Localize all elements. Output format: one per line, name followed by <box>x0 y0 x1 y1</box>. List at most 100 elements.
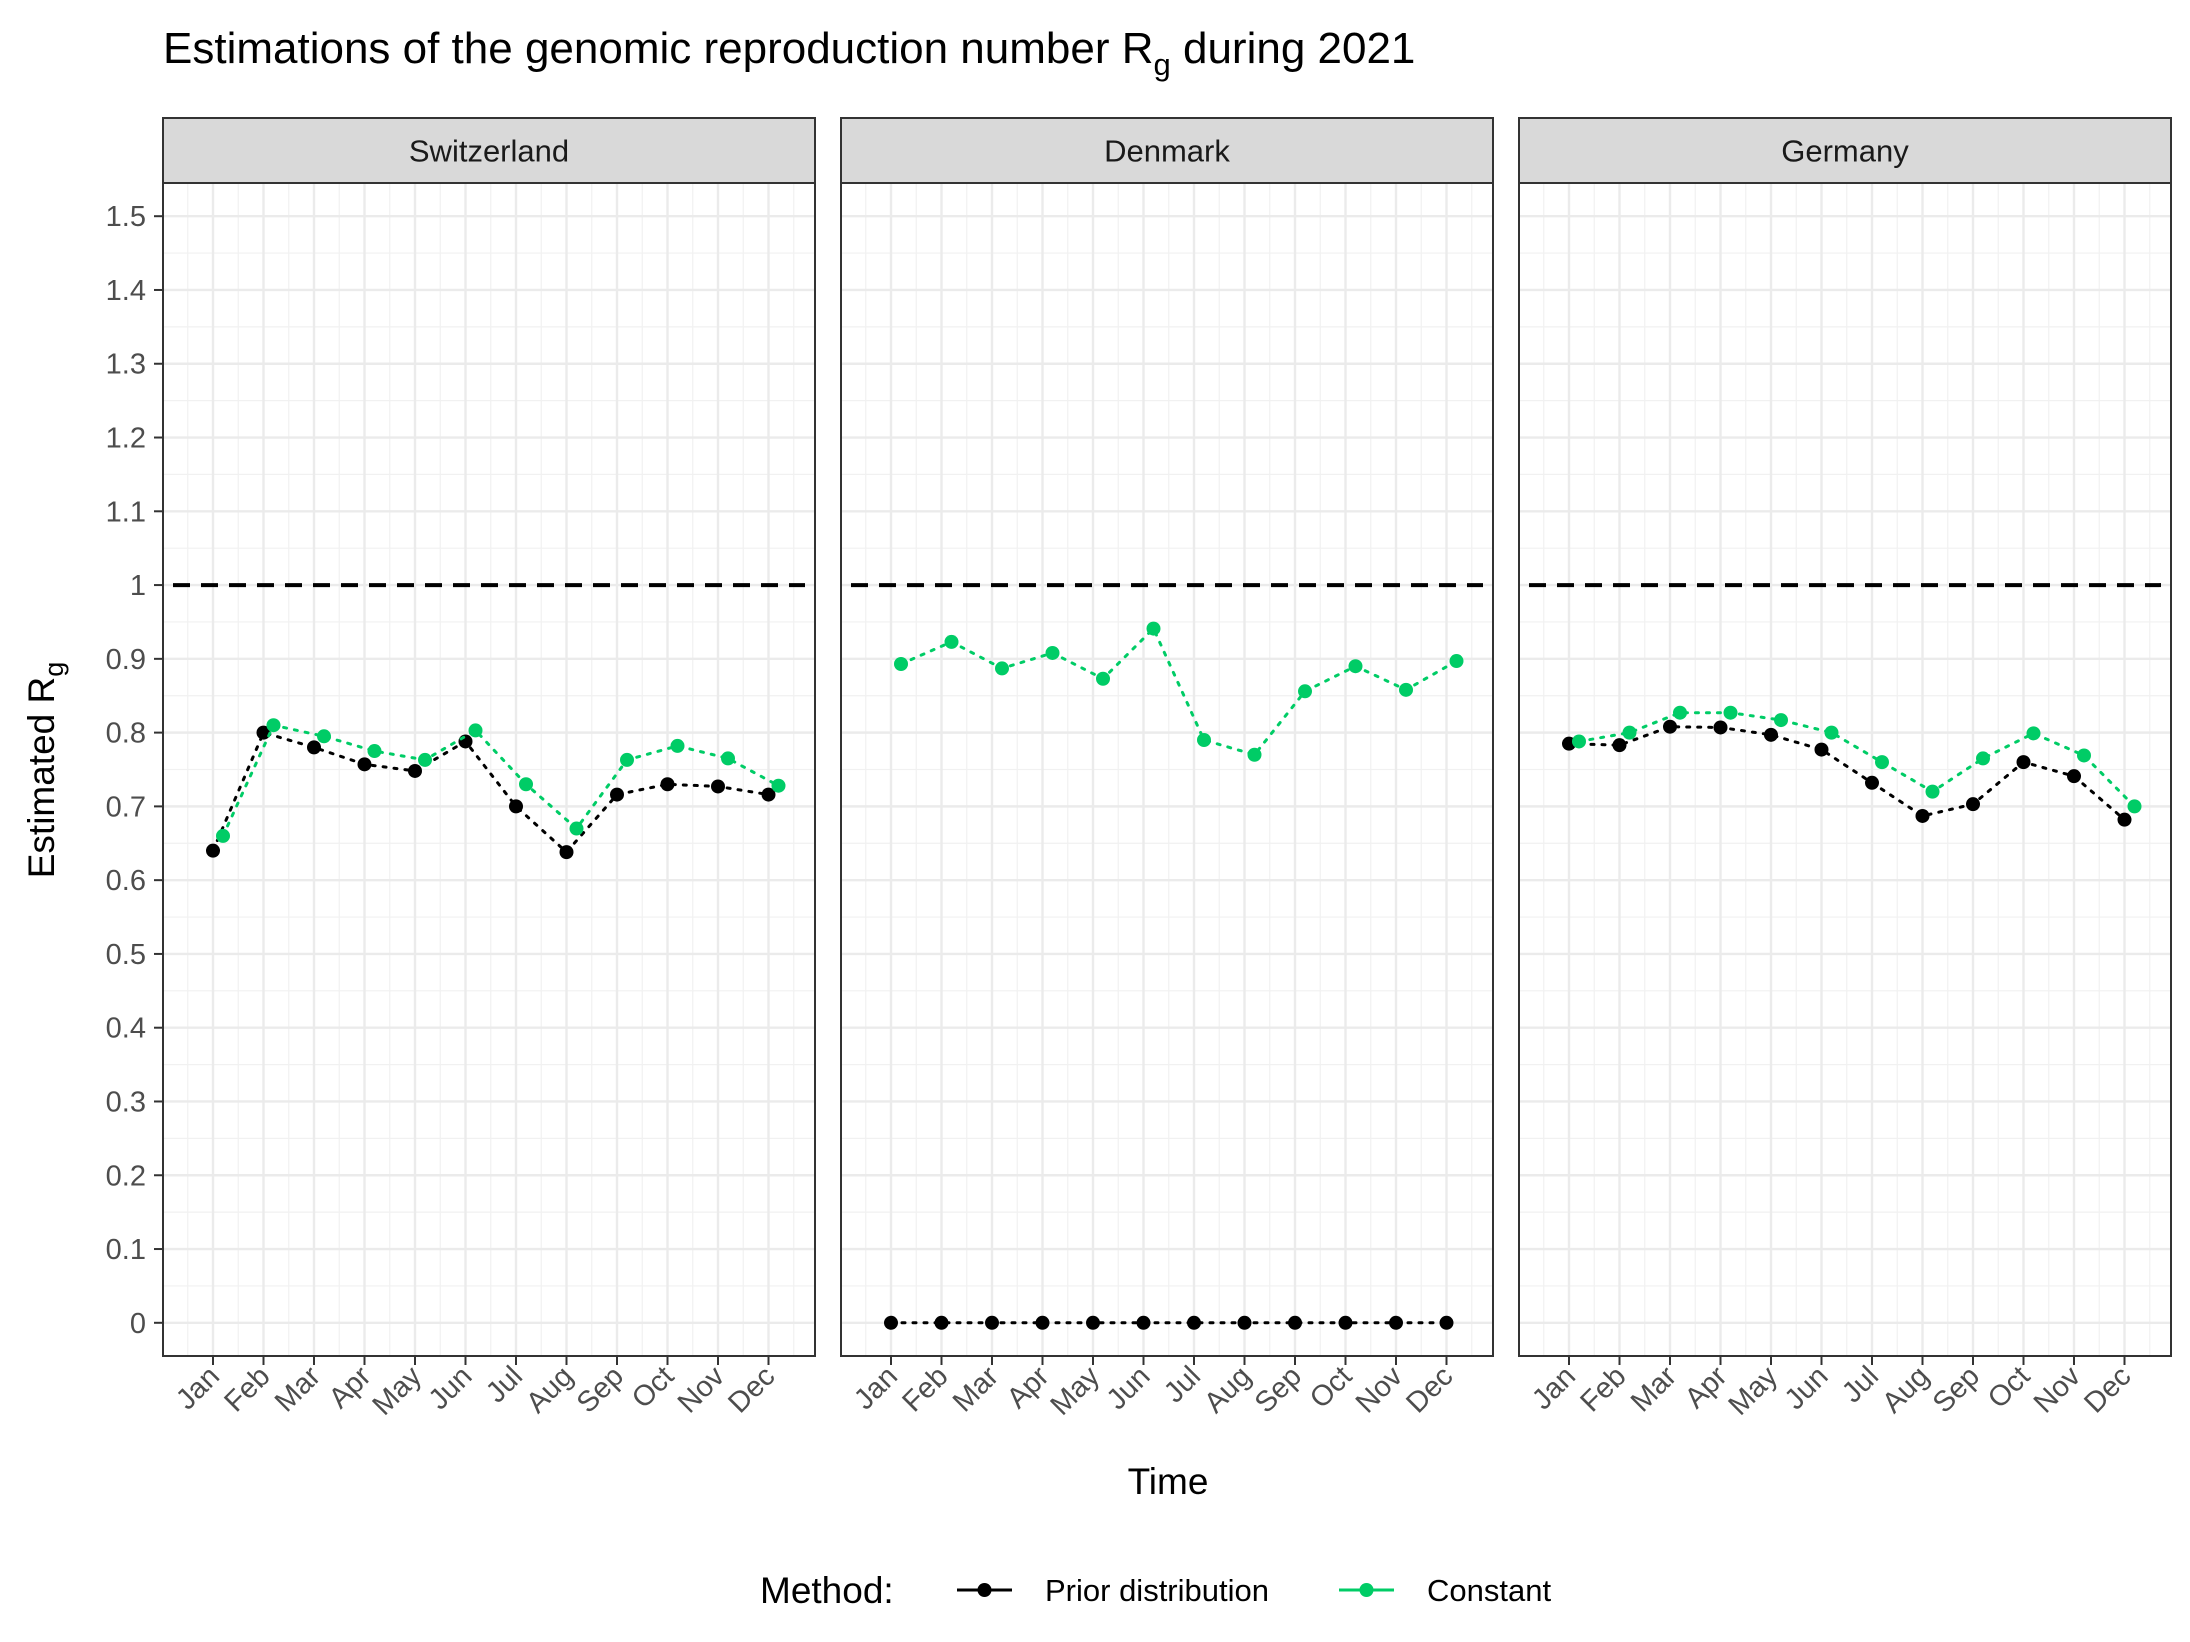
data-point-oct <box>1338 1315 1353 1330</box>
chart-title-suffix: during 2021 <box>1171 24 1416 73</box>
data-point-jan <box>216 828 230 843</box>
data-point-aug <box>1247 747 1262 762</box>
y-tick-label: 1.1 <box>106 496 146 528</box>
data-point-jul <box>1187 1315 1201 1330</box>
chart-title-main: Estimations of the genomic reproduction … <box>163 24 1154 73</box>
y-tick-label: 0.7 <box>106 791 146 823</box>
data-point-dec <box>1449 654 1464 669</box>
series-prior-distribution <box>206 725 776 860</box>
data-point-jul <box>1197 732 1211 747</box>
series-line <box>211 730 770 855</box>
data-point-apr <box>1713 720 1728 735</box>
data-point-sep <box>610 787 624 802</box>
x-tick-label: Feb <box>1574 1360 1632 1418</box>
gridlines <box>1519 183 2171 1356</box>
data-point-oct <box>1348 659 1363 674</box>
x-tick-label: May <box>367 1360 429 1422</box>
strip-label: Denmark <box>1104 134 1230 169</box>
data-point-oct <box>2016 755 2031 770</box>
series-constant <box>894 621 1464 762</box>
x-tick-label: Jul <box>1836 1360 1885 1409</box>
data-point-jun <box>458 734 473 749</box>
y-axis-title: Estimated Rg <box>21 662 69 879</box>
data-point-jan <box>206 843 220 858</box>
data-point-oct <box>660 777 675 792</box>
series-constant <box>1572 705 2142 814</box>
x-tick-label: Mar <box>269 1360 327 1418</box>
x-tick-label: Oct <box>626 1360 681 1415</box>
x-tick-label: Nov <box>2028 1360 2087 1419</box>
data-point-mar <box>985 1315 999 1330</box>
data-point-jun <box>1146 621 1161 636</box>
data-point-dec <box>1439 1315 1454 1330</box>
data-point-nov <box>721 751 735 766</box>
x-tick-label: May <box>1045 1360 1107 1422</box>
y-tick-label: 0.3 <box>106 1086 146 1118</box>
data-point-may <box>1096 671 1110 686</box>
y-axis: 0 0.1 0.2 0.3 0.4 0.5 0.6 0.7 0.8 0.9 1 1.1 1.2 1.3 1.… <box>106 201 163 1340</box>
data-point-jul <box>509 799 523 814</box>
data-point-oct <box>670 738 685 753</box>
x-tick-label: Apr <box>1001 1360 1056 1415</box>
data-point-aug <box>1237 1315 1252 1330</box>
legend-label: Constant <box>1427 1573 1551 1608</box>
data-point-nov <box>2077 748 2091 763</box>
data-point-feb <box>1622 725 1637 740</box>
data-point-jun <box>1824 725 1839 740</box>
data-point-apr <box>357 757 372 772</box>
y-tick-label: 0 <box>130 1308 146 1340</box>
data-point-sep <box>1976 751 1990 766</box>
data-point-mar <box>307 740 321 755</box>
data-point-may <box>418 752 432 767</box>
data-point-nov <box>711 779 725 794</box>
x-tick-label: Sep <box>1249 1360 1308 1419</box>
gridlines <box>841 183 1493 1356</box>
data-point-aug <box>559 845 574 860</box>
data-point-mar <box>1673 705 1687 720</box>
x-tick-label: Jul <box>1158 1360 1207 1409</box>
y-tick-label: 0.6 <box>106 865 146 897</box>
data-point-feb <box>256 725 271 740</box>
data-point-jun <box>1136 1315 1151 1330</box>
x-tick-label: Nov <box>1350 1360 1409 1419</box>
data-point-may <box>1774 713 1788 728</box>
y-tick-label: 0.9 <box>106 644 146 676</box>
series-line <box>1567 725 2126 822</box>
chart-title-subscript: g <box>1154 47 1171 82</box>
x-tick-label: Dec <box>722 1360 781 1419</box>
y-tick-label: 1.3 <box>106 349 146 381</box>
x-axis-title: Time <box>1128 1461 1209 1502</box>
data-point-jan <box>884 1315 898 1330</box>
data-point-apr <box>1035 1315 1050 1330</box>
x-tick-label: Jul <box>480 1360 529 1409</box>
data-point-jul <box>519 777 533 792</box>
x-tick-label: Jun <box>423 1360 479 1416</box>
data-point-sep <box>620 752 634 767</box>
series-prior-distribution <box>884 1315 1454 1330</box>
legend-label: Prior distribution <box>1045 1573 1269 1608</box>
data-point-aug <box>1915 808 1930 823</box>
strip <box>1518 117 2172 184</box>
y-tick-label: 0.1 <box>106 1234 146 1266</box>
strip-label: Germany <box>1781 134 1909 169</box>
y-tick-label: 1 <box>130 570 146 602</box>
data-point-feb <box>934 1315 949 1330</box>
x-tick-label: Oct <box>1304 1360 1359 1415</box>
data-point-nov <box>1389 1315 1403 1330</box>
data-point-apr <box>1723 705 1738 720</box>
x-tick-label: May <box>1723 1360 1785 1422</box>
series-prior-distribution <box>1562 719 2132 827</box>
data-point-oct <box>2026 726 2041 741</box>
data-point-sep <box>1966 797 1980 812</box>
x-tick-label: Mar <box>947 1360 1005 1418</box>
x-tick-label: Apr <box>323 1360 378 1415</box>
y-axis-title-subscript: g <box>39 662 69 677</box>
data-point-may <box>1086 1315 1100 1330</box>
data-point-mar <box>1663 719 1677 734</box>
y-tick-label: 1.5 <box>106 201 146 233</box>
x-tick-label: Feb <box>896 1360 954 1418</box>
